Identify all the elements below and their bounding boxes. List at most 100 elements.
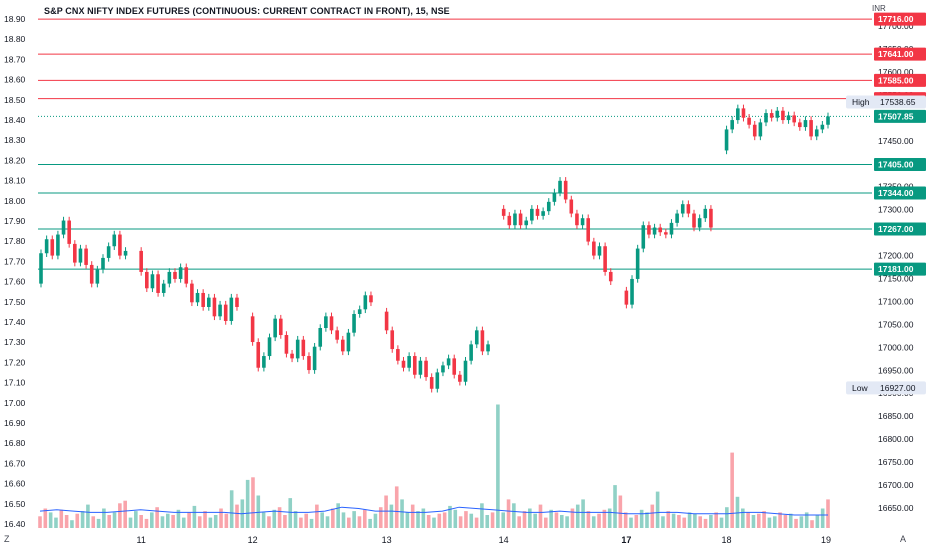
volume-bar <box>709 515 713 528</box>
volume-bar <box>197 516 202 528</box>
volume-bar <box>267 516 271 528</box>
volume-bar <box>703 518 708 528</box>
candle-body <box>139 250 143 272</box>
volume-bar <box>59 509 64 528</box>
left-axis-tick: 16.60 <box>4 479 26 489</box>
timezone-button[interactable]: Z <box>4 534 10 544</box>
volume-bar <box>474 517 479 528</box>
left-axis-tick: 18.20 <box>4 155 26 165</box>
volume-bar <box>618 495 623 528</box>
right-axis-tick: 16950.00 <box>878 365 914 375</box>
right-axis-tick: 17700.00 <box>878 21 914 31</box>
volume-bar <box>128 517 133 528</box>
volume-bar <box>693 513 697 528</box>
candle-body <box>396 349 400 361</box>
volume-bar <box>512 503 516 528</box>
volume-bar <box>48 512 53 528</box>
volume-bar <box>70 520 74 528</box>
volume-bar <box>325 516 330 528</box>
candle-body <box>78 248 83 263</box>
left-axis-tick: 18.80 <box>4 34 26 44</box>
candle-body <box>335 330 339 340</box>
candle-body <box>798 122 802 128</box>
right-axis-tick: 16850.00 <box>878 411 914 421</box>
level-price-tag <box>874 222 926 236</box>
volume-bar <box>565 516 569 528</box>
candle-body <box>592 241 596 256</box>
volume-bar <box>756 513 761 528</box>
time-axis-tick: 11 <box>136 535 145 545</box>
candle-body <box>624 290 629 305</box>
volume-bar <box>405 512 410 528</box>
left-axis-tick: 17.10 <box>4 378 26 388</box>
volume-bar <box>315 504 319 528</box>
candle-body <box>173 271 177 279</box>
candle-body <box>469 344 473 361</box>
right-axis[interactable]: 17700.0017650.0017600.0017550.0017500.00… <box>846 12 926 513</box>
candle-body <box>608 271 613 282</box>
volume-bar <box>544 517 548 528</box>
right-axis-tick: 17150.00 <box>878 273 914 283</box>
time-axis-tick: 19 <box>821 535 831 545</box>
volume-bars <box>38 404 830 528</box>
volume-bar <box>283 515 287 528</box>
candle-body <box>730 120 734 130</box>
candle-body <box>212 297 217 317</box>
candle-body <box>190 283 194 303</box>
candle-body <box>546 201 551 212</box>
candle-body <box>295 339 300 359</box>
level-price-tag <box>874 73 926 87</box>
volume-bar <box>203 511 207 528</box>
left-axis-tick: 17.20 <box>4 357 26 367</box>
candle-body <box>56 234 60 256</box>
candle-body <box>84 248 88 265</box>
candle-body <box>814 129 819 137</box>
right-axis-tick: 17300.00 <box>878 205 914 215</box>
candle-body <box>563 180 568 200</box>
candle-body <box>826 116 830 125</box>
volume-bar <box>788 513 793 528</box>
candle-body <box>206 297 211 307</box>
time-axis[interactable]: 11 12 13 14 17 18 19 <box>136 535 831 545</box>
candle-body <box>273 318 277 338</box>
volume-bar <box>91 516 96 528</box>
left-axis-tick: 17.60 <box>4 277 26 287</box>
right-axis-tick: 16750.00 <box>878 457 914 467</box>
volume-bar <box>480 503 484 528</box>
volume-bar <box>144 518 149 528</box>
volume-bar <box>597 513 601 528</box>
candle-body <box>792 115 796 123</box>
candle-body <box>775 110 780 118</box>
level-price-label: 17585.00 <box>878 75 914 85</box>
auto-scale-button[interactable]: A <box>900 534 907 544</box>
volume-bar <box>607 508 612 528</box>
marker-value: 17538.65 <box>880 97 916 107</box>
volume-bar <box>336 503 340 528</box>
left-axis-tick: 18.10 <box>4 176 26 186</box>
candle-body <box>597 246 602 256</box>
right-axis-tick: 17100.00 <box>878 296 914 306</box>
volume-bar <box>815 515 820 528</box>
candle-body <box>390 330 395 350</box>
candle-body <box>106 246 111 258</box>
volume-bar <box>671 513 676 528</box>
volume-bar <box>767 517 772 528</box>
last-price-tag <box>874 109 926 123</box>
volume-bar <box>261 512 266 528</box>
volume-bar <box>134 511 138 528</box>
marker-value: 16927.00 <box>880 383 916 393</box>
candle-body <box>575 213 579 226</box>
volume-bar <box>506 499 511 528</box>
volume-bar <box>118 503 122 528</box>
volume-bar <box>634 515 639 528</box>
volume-bar <box>591 516 596 528</box>
left-axis-tick: 18.40 <box>4 115 26 125</box>
volume-bar <box>730 452 734 528</box>
left-axis-tick: 17.90 <box>4 216 26 226</box>
candle-body <box>307 356 311 371</box>
candle-body <box>446 358 451 366</box>
volume-bar <box>235 504 239 528</box>
candle-body <box>235 297 239 307</box>
candle-body <box>552 192 557 202</box>
